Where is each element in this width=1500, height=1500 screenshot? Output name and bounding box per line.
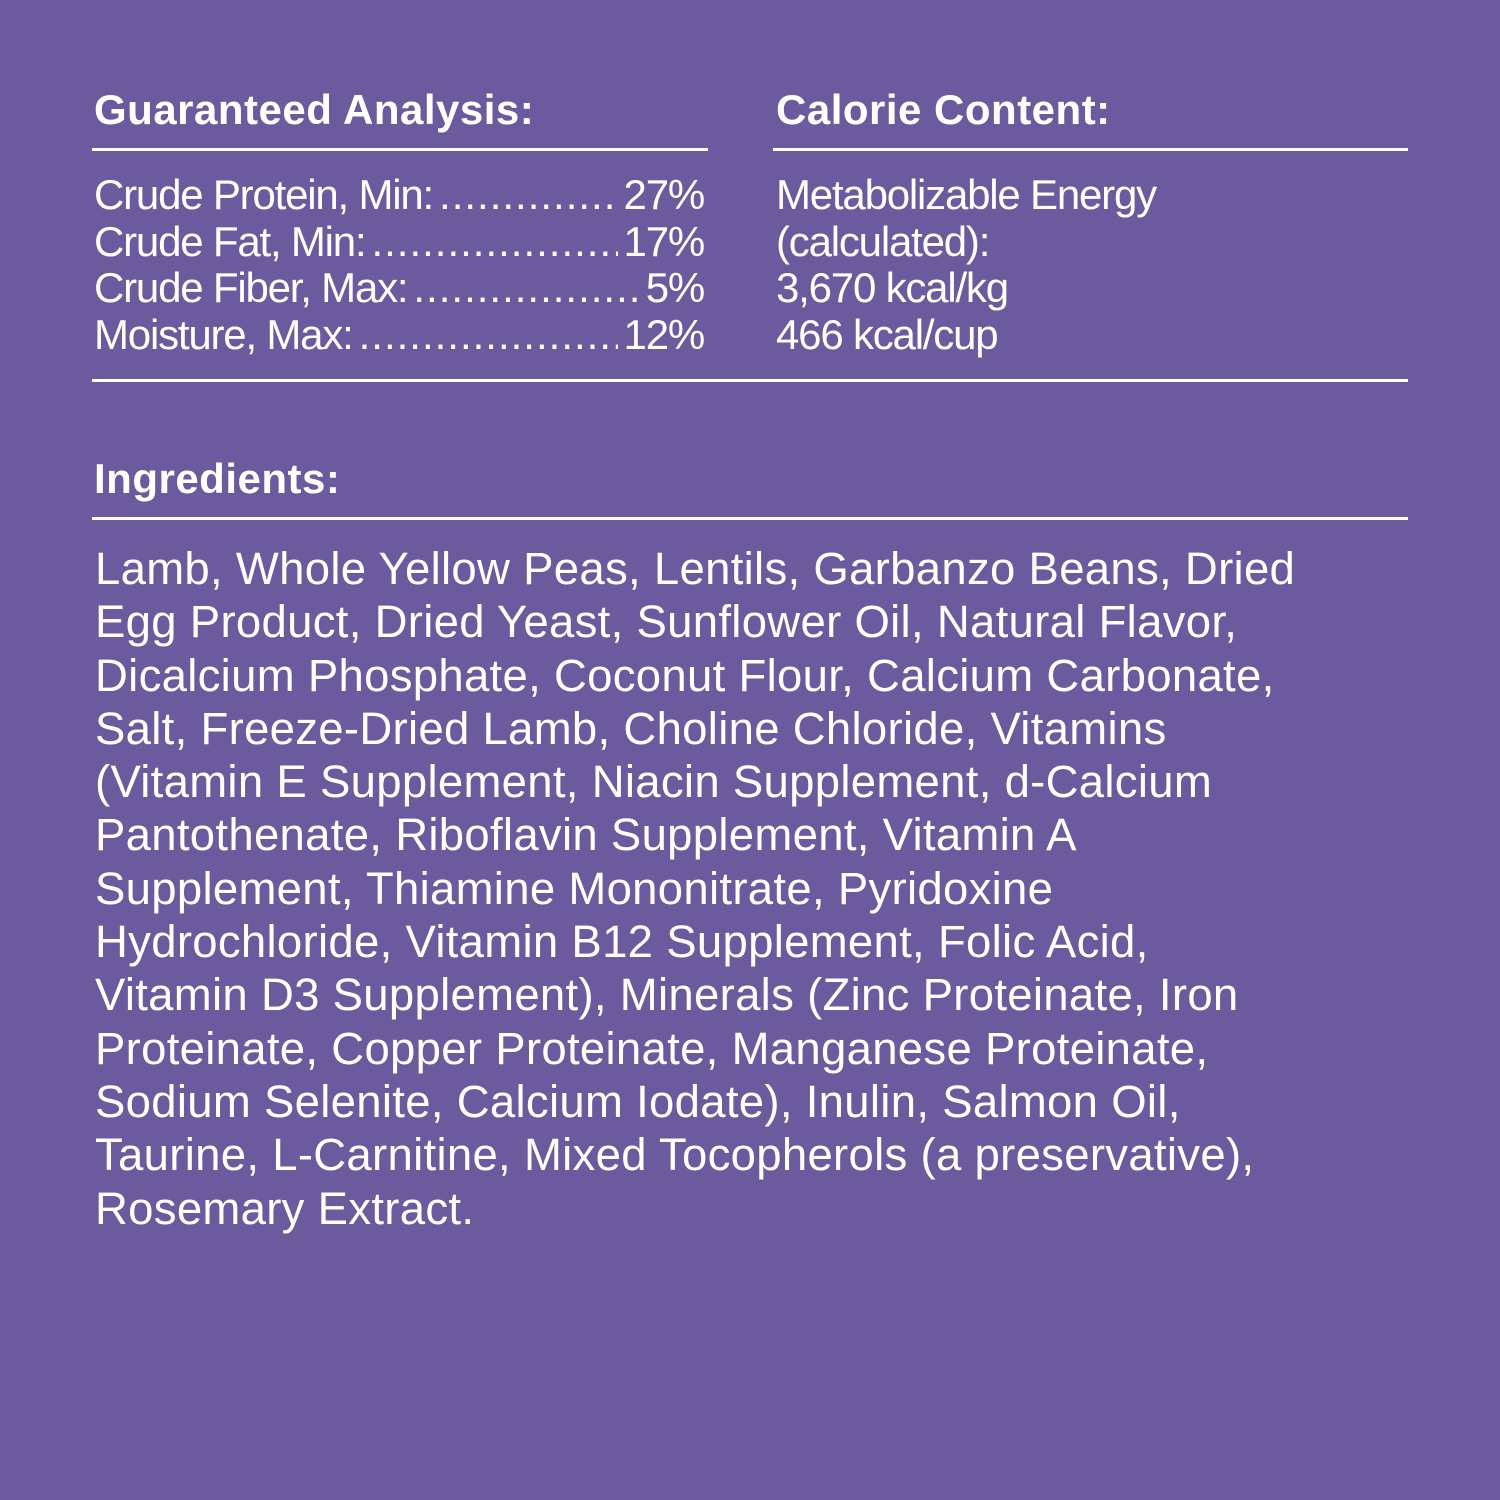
ingredients-line: Egg Product, Dried Yeast, Sunflower Oil,… bbox=[95, 596, 1238, 648]
divider bbox=[773, 148, 1408, 151]
analysis-row: Crude Fat, Min: 17% bbox=[94, 217, 706, 266]
analysis-label: Crude Fat, Min: bbox=[94, 217, 367, 265]
ingredients-line: (Vitamin E Supplement, Niacin Supplement… bbox=[95, 756, 1213, 808]
analysis-value: 12% bbox=[623, 310, 706, 358]
analysis-label: Moisture, Max: bbox=[94, 310, 354, 358]
dot-leader bbox=[371, 219, 617, 266]
ingredients-line: Proteinate, Copper Proteinate, Manganese… bbox=[95, 1022, 1209, 1074]
analysis-row: Moisture, Max: 12% bbox=[94, 310, 706, 359]
dot-leader bbox=[439, 172, 618, 219]
dot-leader bbox=[413, 265, 639, 312]
ingredients-line: Hydrochloride, Vitamin B12 Supplement, F… bbox=[95, 916, 1149, 968]
analysis-row: Crude Protein, Min: 27% bbox=[94, 171, 706, 219]
ingredients-line: Taurine, L-Carnitine, Mixed Tocopherols … bbox=[95, 1129, 1255, 1181]
calorie-line: (calculated): bbox=[776, 217, 990, 265]
ingredients-list: Lamb, Whole Yellow Peas, Lentils, Garban… bbox=[95, 542, 1295, 1235]
dot-leader bbox=[359, 312, 618, 359]
calorie-content-title: Calorie Content: bbox=[776, 86, 1111, 133]
guaranteed-analysis-table: Crude Protein, Min: 27% Crude Fat, Min: 17… bbox=[94, 171, 706, 359]
divider bbox=[92, 148, 708, 151]
analysis-label: Crude Fiber, Max: bbox=[94, 264, 409, 311]
ingredients-line: Pantothenate, Riboflavin Supplement, Vit… bbox=[95, 809, 1077, 861]
divider bbox=[92, 379, 1408, 382]
analysis-value: 5% bbox=[645, 264, 706, 311]
calorie-line: 3,670 kcal/kg bbox=[776, 264, 1009, 311]
analysis-value: 17% bbox=[623, 217, 706, 265]
ingredients-line: Lamb, Whole Yellow Peas, Lentils, Garban… bbox=[95, 543, 1296, 594]
analysis-row: Crude Fiber, Max: 5% bbox=[94, 264, 706, 312]
ingredients-line: Supplement, Thiamine Mononitrate, Pyrido… bbox=[95, 862, 1054, 914]
guaranteed-analysis-title: Guaranteed Analysis: bbox=[94, 86, 535, 133]
calorie-content: Metabolizable Energy (calculated): 3,670… bbox=[776, 171, 1157, 358]
divider bbox=[92, 517, 1408, 520]
ingredients-line: Dicalcium Phosphate, Coconut Flour, Calc… bbox=[95, 649, 1275, 701]
calorie-line: Metabolizable Energy bbox=[776, 171, 1157, 218]
ingredients-line: Rosemary Extract. bbox=[95, 1182, 475, 1234]
ingredients-line: Vitamin D3 Supplement), Minerals (Zinc P… bbox=[95, 969, 1239, 1021]
ingredients-title: Ingredients: bbox=[94, 455, 341, 502]
analysis-value: 27% bbox=[623, 171, 706, 218]
ingredients-line: Sodium Selenite, Calcium Iodate), Inulin… bbox=[95, 1075, 1181, 1127]
ingredients-line: Salt, Freeze-Dried Lamb, Choline Chlorid… bbox=[95, 702, 1167, 754]
calorie-line: 466 kcal/cup bbox=[776, 310, 999, 358]
analysis-label: Crude Protein, Min: bbox=[94, 171, 434, 218]
